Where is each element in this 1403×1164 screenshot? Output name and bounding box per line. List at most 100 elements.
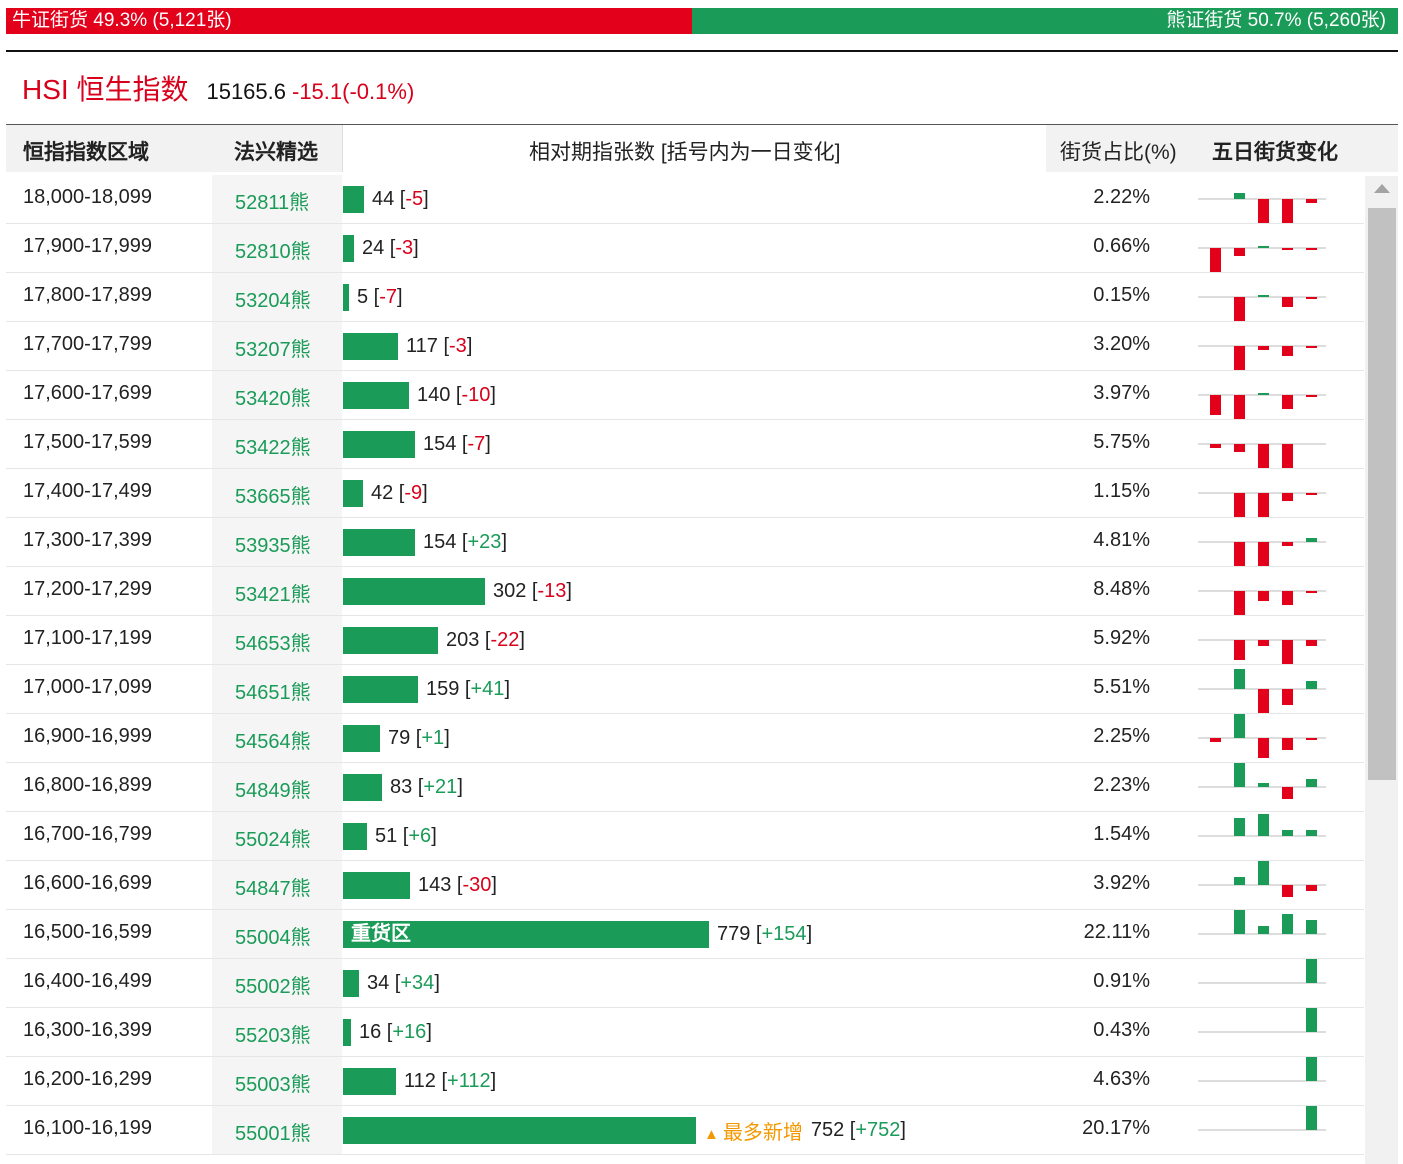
sparkline-bar xyxy=(1234,669,1245,689)
sparkline-bar xyxy=(1210,248,1221,272)
count-value: 779 xyxy=(717,922,751,945)
sparkline-bar xyxy=(1234,542,1245,566)
warrant-code-link[interactable]: 55001熊 xyxy=(235,1123,311,1145)
scroll-up-arrow-icon[interactable] xyxy=(1374,184,1390,193)
share-percent-cell: 8.48% xyxy=(1093,578,1150,600)
sparkline-bar xyxy=(1234,346,1245,370)
count-value: 203 xyxy=(446,628,480,651)
bull-share-segment: 牛证街货 49.3% (5,121张) xyxy=(6,8,693,34)
warrant-code-link[interactable]: 53204熊 xyxy=(235,290,311,312)
range-cell: 16,500-16,599 xyxy=(23,921,153,943)
volume-bar xyxy=(343,185,364,213)
count-cell: 203 [-22] xyxy=(446,628,525,651)
warrant-code-link[interactable]: 53665熊 xyxy=(235,486,311,508)
range-cell: 16,600-16,699 xyxy=(23,872,153,894)
share-percent-cell: 3.97% xyxy=(1093,382,1150,404)
share-percent-cell: 5.75% xyxy=(1093,431,1150,453)
five-day-sparkline xyxy=(1198,1057,1326,1082)
warrant-code-link[interactable]: 54651熊 xyxy=(235,682,311,704)
warrant-code-link[interactable]: 54653熊 xyxy=(235,633,311,655)
warrant-table-body: 18,000-18,099 52811熊 44 [-5] 2.22% 17,900-17… xyxy=(6,175,1364,1155)
index-change: -15.1(-0.1%) xyxy=(292,79,415,104)
header-relative: 相对期指张数 [括号内为一日变化] xyxy=(529,141,841,164)
share-percent-cell: 2.25% xyxy=(1093,725,1150,747)
warrant-code-link[interactable]: 53421熊 xyxy=(235,584,311,606)
sparkline-bar xyxy=(1306,591,1317,593)
sparkline-bar xyxy=(1258,246,1269,248)
sparkline-bar xyxy=(1306,248,1317,250)
five-day-sparkline xyxy=(1198,193,1326,223)
count-value: 44 xyxy=(372,187,395,210)
sparkline-bar xyxy=(1282,542,1293,546)
warrant-code-link[interactable]: 54847熊 xyxy=(235,878,311,900)
warrant-code-link[interactable]: 55004熊 xyxy=(235,927,311,949)
index-value: 15165.6 xyxy=(206,79,286,104)
warrant-code-link[interactable]: 54849熊 xyxy=(235,780,311,802)
five-day-sparkline xyxy=(1198,910,1326,935)
volume-bar xyxy=(343,675,418,703)
volume-bar xyxy=(343,969,359,997)
five-day-sparkline xyxy=(1198,669,1326,713)
table-row: 17,200-17,299 53421熊 302 [-13] 8.48% xyxy=(6,567,1364,616)
share-percent-cell: 5.51% xyxy=(1093,676,1150,698)
sparkline-bar xyxy=(1306,738,1317,740)
warrant-code-link[interactable]: 53422熊 xyxy=(235,437,311,459)
range-cell: 16,300-16,399 xyxy=(23,1019,153,1041)
range-cell: 17,100-17,199 xyxy=(23,627,153,649)
count-value: 16 xyxy=(359,1020,382,1043)
sparkline-bar xyxy=(1234,818,1245,836)
five-day-sparkline xyxy=(1198,393,1326,419)
scroll-thumb[interactable] xyxy=(1368,208,1396,780)
warrant-code-link[interactable]: 55003熊 xyxy=(235,1074,311,1096)
warrant-code-link[interactable]: 53935熊 xyxy=(235,535,311,557)
sparkline-bar xyxy=(1258,393,1269,395)
sparkline-bar xyxy=(1234,193,1245,199)
warrant-code-link[interactable]: 55002熊 xyxy=(235,976,311,998)
warrant-code-link[interactable]: 55024熊 xyxy=(235,829,311,851)
warrant-code-link[interactable]: 53207熊 xyxy=(235,339,311,361)
share-percent-cell: 20.17% xyxy=(1082,1117,1150,1139)
volume-bar xyxy=(343,430,415,458)
sparkline-bar xyxy=(1306,395,1317,397)
share-percent-cell: 0.66% xyxy=(1093,235,1150,257)
day-change-value: -9 xyxy=(404,481,423,504)
warrant-code-link[interactable]: 54564熊 xyxy=(235,731,311,753)
sparkline-bar xyxy=(1306,297,1317,299)
five-day-sparkline xyxy=(1198,763,1326,799)
count-cell: 302 [-13] xyxy=(493,579,572,602)
sparkline-bar xyxy=(1234,591,1245,615)
five-day-sparkline xyxy=(1198,538,1326,566)
count-value: 42 xyxy=(371,481,394,504)
sparkline-bar xyxy=(1210,395,1221,415)
sparkline-bar xyxy=(1258,295,1269,297)
volume-bar: 重货区 xyxy=(343,920,709,948)
five-day-sparkline xyxy=(1198,295,1326,321)
share-percent-cell: 22.11% xyxy=(1083,921,1150,943)
range-cell: 16,200-16,299 xyxy=(23,1068,153,1090)
warrant-code-link[interactable]: 53420熊 xyxy=(235,388,311,410)
table-row: 17,000-17,099 54651熊 159 [+41] 5.51% xyxy=(6,665,1364,714)
sparkline-bar xyxy=(1234,714,1245,738)
table-row: 17,800-17,899 53204熊 5 [-7] 0.15% xyxy=(6,273,1364,322)
sparkline-bar xyxy=(1282,444,1293,468)
count-value: 140 xyxy=(417,383,451,406)
range-cell: 17,400-17,499 xyxy=(23,480,153,502)
range-cell: 17,200-17,299 xyxy=(23,578,153,600)
count-value: 112 xyxy=(404,1069,436,1092)
sparkline-bar xyxy=(1234,395,1245,419)
warrant-code-link[interactable]: 52811熊 xyxy=(235,192,310,214)
sparkline-bar xyxy=(1306,830,1317,836)
warrant-code-link[interactable]: 52810熊 xyxy=(235,241,311,263)
range-cell: 16,100-16,199 xyxy=(23,1117,153,1139)
warrant-code-link[interactable]: 55203熊 xyxy=(235,1025,311,1047)
sparkline-bar xyxy=(1234,493,1245,517)
sparkline-bar xyxy=(1306,493,1317,495)
table-row: 17,900-17,999 52810熊 24 [-3] 0.66% xyxy=(6,224,1364,273)
sparkline-bar xyxy=(1282,787,1293,799)
count-value: 51 xyxy=(375,824,398,847)
sparkline-bar xyxy=(1306,538,1317,542)
sparkline-bar xyxy=(1306,1057,1317,1081)
sparkline-bar xyxy=(1306,959,1317,983)
vertical-scrollbar[interactable] xyxy=(1365,176,1398,1164)
count-value: 302 xyxy=(493,579,527,602)
